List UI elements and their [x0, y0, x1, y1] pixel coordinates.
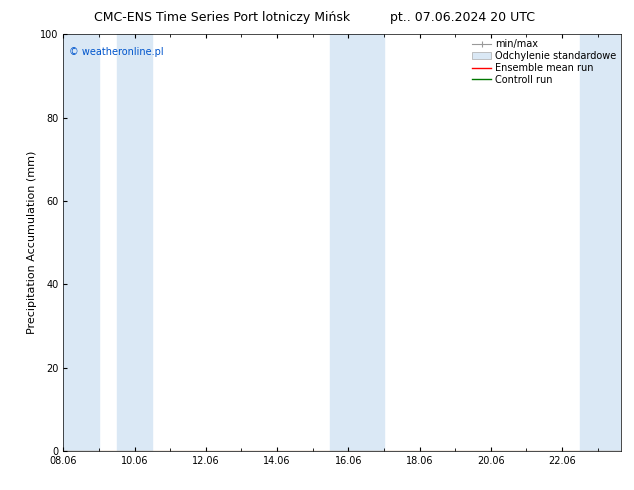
Y-axis label: Precipitation Accumulation (mm): Precipitation Accumulation (mm)	[27, 151, 37, 334]
Bar	[330, 34, 384, 451]
Bar	[117, 34, 152, 451]
Bar	[579, 34, 621, 451]
Bar	[63, 34, 99, 451]
Text: © weatheronline.pl: © weatheronline.pl	[69, 47, 164, 57]
Text: CMC-ENS Time Series Port lotniczy Mińsk: CMC-ENS Time Series Port lotniczy Mińsk	[94, 11, 350, 24]
Legend: min/max, Odchylenie standardowe, Ensemble mean run, Controll run: min/max, Odchylenie standardowe, Ensembl…	[470, 37, 618, 87]
Text: pt.. 07.06.2024 20 UTC: pt.. 07.06.2024 20 UTC	[391, 11, 535, 24]
